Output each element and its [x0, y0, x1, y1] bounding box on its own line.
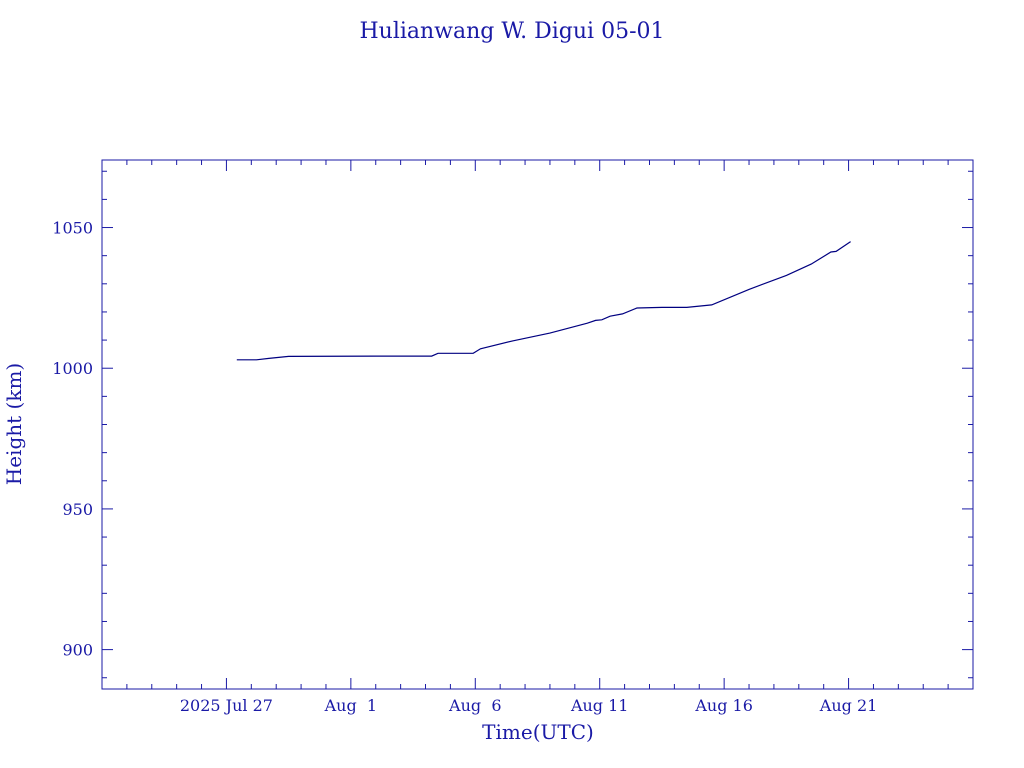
axis-ticks	[102, 160, 973, 689]
y-tick-label: 950	[62, 500, 93, 519]
x-tick-label: Aug 21	[819, 696, 878, 715]
x-tick-label: Aug 11	[570, 696, 629, 715]
x-tick-label: Aug 6	[448, 696, 501, 715]
series-line	[236, 241, 851, 361]
y-tick-label: 900	[62, 641, 93, 660]
y-tick-label: 1050	[52, 219, 93, 238]
chart-title: Hulianwang W. Digui 05-01	[359, 19, 664, 44]
x-tick-label: Aug 16	[694, 696, 753, 715]
x-tick-label: 2025 Jul 27	[180, 696, 273, 715]
y-tick-label: 1000	[52, 359, 93, 378]
x-axis-label: Time(UTC)	[482, 720, 594, 744]
y-tick-labels: 900 950 1000 1050	[52, 219, 93, 660]
x-tick-label: Aug 1	[324, 696, 377, 715]
y-axis-label: Height (km)	[2, 363, 26, 485]
plot-frame	[101, 159, 974, 690]
x-tick-labels: 2025 Jul 27 Aug 1 Aug 6 Aug 11 Aug 16 Aug 21	[180, 696, 877, 715]
